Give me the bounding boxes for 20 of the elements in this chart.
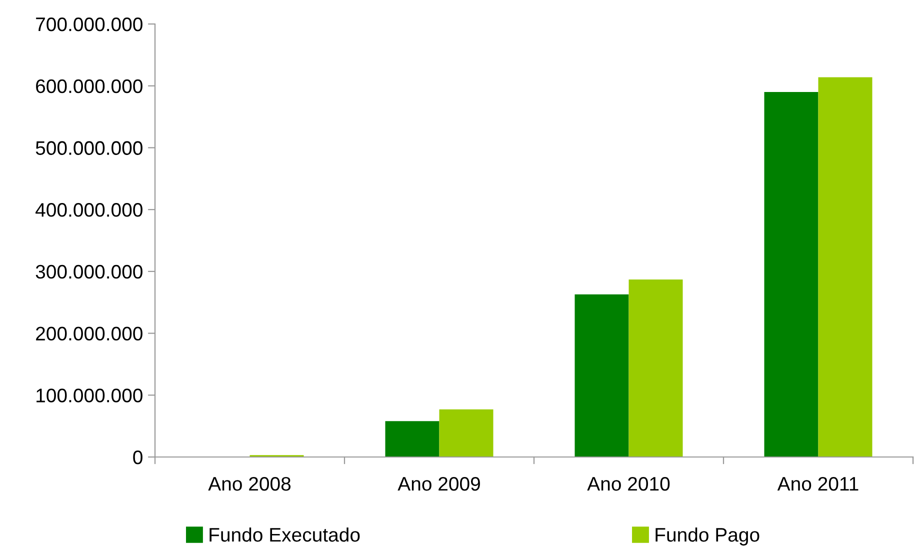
- x-tick-label: Ano 2009: [398, 476, 480, 491]
- y-tick-label: 700.000.000: [36, 17, 142, 32]
- bar: [628, 279, 683, 457]
- x-tick-label: Ano 2010: [587, 476, 670, 491]
- y-tick-label: 300.000.000: [36, 264, 142, 279]
- bar: [764, 92, 818, 457]
- y-tick-label: 200.000.000: [36, 326, 142, 341]
- x-tick-label: Ano 2011: [777, 476, 858, 491]
- x-tick-label: Ano 2008: [208, 476, 291, 491]
- y-tick-label: 100.000.000: [36, 388, 142, 402]
- legend-label: Fundo Executado: [210, 527, 360, 542]
- y-tick-label: 400.000.000: [36, 203, 142, 217]
- y-tick-label: 500.000.000: [36, 141, 142, 155]
- bar: [385, 421, 440, 457]
- bar: [574, 294, 629, 457]
- y-tick-label: 600.000.000: [36, 79, 142, 94]
- bar: [439, 409, 494, 457]
- y-tick-label: 0: [133, 450, 142, 464]
- legend-label: Fundo Pago: [656, 527, 760, 546]
- bar: [818, 77, 872, 457]
